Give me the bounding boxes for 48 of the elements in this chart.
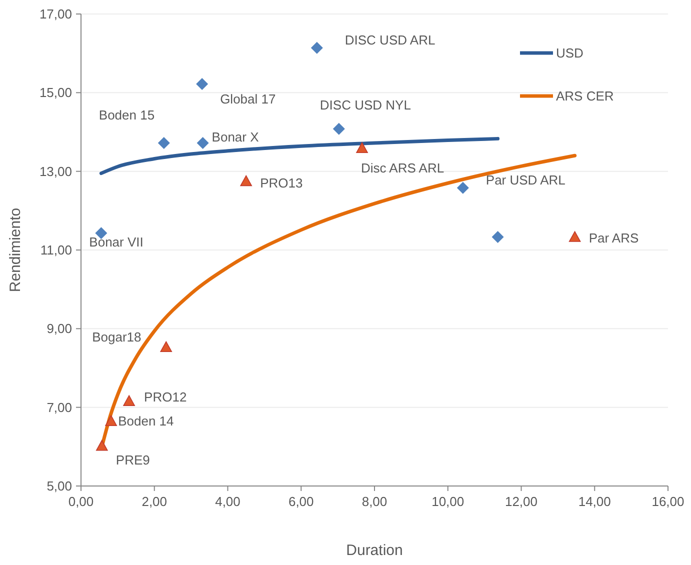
x-tick-label: 0,00	[68, 494, 94, 509]
point	[196, 78, 208, 90]
point	[196, 137, 209, 150]
point	[456, 182, 469, 194]
annotation: DISC USD ARL	[344, 32, 436, 48]
annotation: Bonar X	[212, 130, 260, 145]
annotation: DISC USD NYL	[320, 97, 411, 112]
point	[158, 137, 170, 150]
annotation: Bonar VII	[89, 234, 144, 250]
annotation: Global 17	[220, 92, 276, 107]
x-tick-label: 6,00	[288, 494, 314, 509]
x-tick-label: 12,00	[504, 494, 538, 509]
point	[105, 415, 117, 426]
annotation: PRO13	[260, 176, 303, 191]
x-tick-label: 4,00	[215, 494, 240, 509]
y-tick-label: 15,00	[39, 85, 72, 100]
y-tick-label: 9,00	[46, 321, 72, 336]
x-tick-label: 2,00	[142, 494, 168, 509]
y-tick-label: 17,00	[39, 6, 72, 22]
y-tick-label: 13,00	[39, 164, 72, 179]
point	[568, 231, 581, 242]
point	[492, 231, 504, 244]
point	[356, 142, 368, 154]
annotation: Par ARS	[588, 230, 639, 246]
point	[310, 42, 323, 54]
annotation: PRO12	[144, 390, 187, 405]
annotation: Disc ARS ARL	[361, 160, 444, 176]
annotation: Bogar18	[92, 330, 142, 345]
y-tick-label: 5,00	[46, 478, 72, 494]
x-tick-label: 10,00	[432, 494, 464, 509]
y-axis-title: Rendimiento	[7, 208, 24, 292]
legend-label: ARS CER	[556, 88, 614, 104]
point	[240, 175, 252, 186]
annotation: Boden 14	[118, 414, 174, 429]
y-tick-label: 7,00	[46, 400, 72, 415]
annotation: PRE9	[116, 452, 150, 468]
point	[96, 440, 108, 451]
point	[160, 341, 172, 352]
y-tick-label: 11,00	[40, 242, 72, 258]
x-tick-label: 8,00	[362, 494, 388, 509]
annotation: Boden 15	[98, 108, 155, 123]
x-tick-label: 16,00	[652, 494, 684, 509]
legend-label: USD	[556, 46, 584, 61]
point	[332, 122, 345, 135]
annotation: Par USD ARL	[486, 172, 566, 188]
point	[123, 395, 135, 406]
x-tick-label: 14,00	[578, 494, 611, 509]
x-axis-title: Duration	[346, 542, 403, 559]
